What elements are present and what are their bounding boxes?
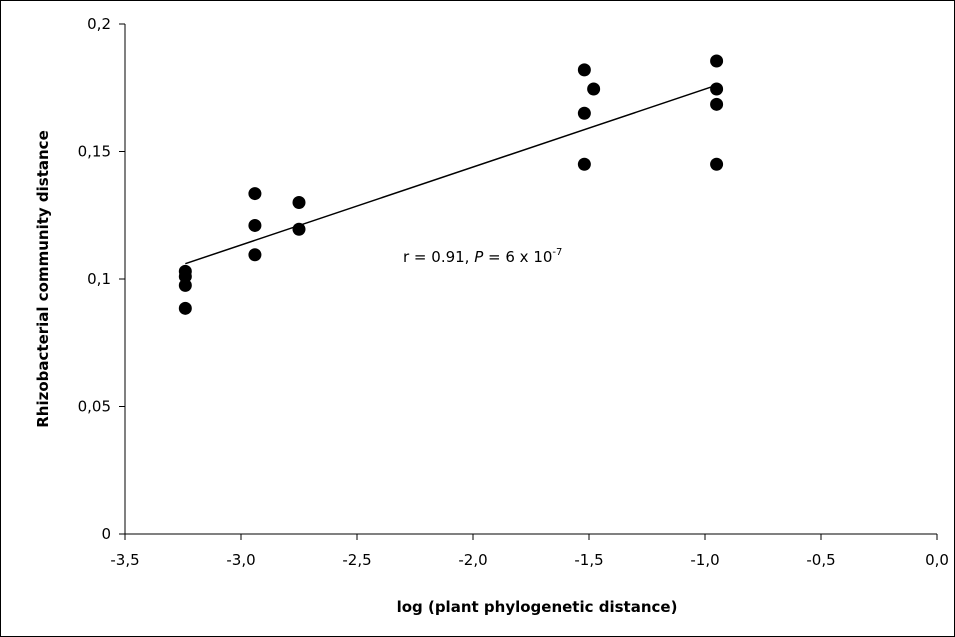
trendline — [185, 84, 717, 265]
data-point — [248, 218, 262, 232]
y-tick-label: 0 — [101, 525, 111, 543]
x-tick-label: -3,0 — [226, 551, 255, 569]
axes: 0 0,05 0,1 0,15 0,2 -3,5 -3,0 -2,5 -2,0 -1,5 -1,0 -… — [78, 15, 949, 569]
annotation-prefix: r = 0.91, — [403, 248, 474, 266]
data-point — [587, 82, 601, 96]
data-point — [248, 248, 262, 262]
correlation-annotation: r = 0.91, P = 6 x 10-7 — [403, 247, 562, 266]
y-tick-label: 0,05 — [78, 398, 111, 416]
y-tick-label: 0,2 — [87, 15, 111, 33]
annotation-p: P — [474, 248, 484, 266]
annotation-exponent: -7 — [552, 247, 562, 258]
y-tick-label: 0,15 — [78, 143, 111, 161]
points-group — [178, 54, 724, 315]
data-point — [577, 106, 591, 120]
data-point — [577, 157, 591, 171]
trendline-group — [185, 84, 717, 265]
x-tick-label: 0,0 — [925, 551, 949, 569]
data-point — [178, 301, 192, 315]
data-point — [710, 82, 724, 96]
data-point — [292, 196, 306, 209]
x-tick-label: -1,5 — [574, 551, 603, 569]
data-point — [710, 97, 724, 111]
y-axis-label: Rhizobacterial community distance — [34, 130, 52, 428]
labels-group: log (plant phylogenetic distance) Rhizob… — [34, 130, 677, 616]
annotation-mid: = 6 x 10 — [483, 248, 552, 266]
data-point — [178, 269, 192, 283]
data-point — [710, 157, 724, 171]
x-tick-label: -0,5 — [806, 551, 835, 569]
data-point — [710, 54, 724, 68]
x-tick-label: -3,5 — [110, 551, 139, 569]
y-tick-label: 0,1 — [87, 270, 111, 288]
data-point — [248, 187, 262, 201]
data-point — [577, 63, 591, 77]
x-tick-label: -2,5 — [342, 551, 371, 569]
x-tick-label: -1,0 — [690, 551, 719, 569]
data-point — [292, 222, 306, 236]
data-point — [178, 278, 192, 292]
x-tick-label: -2,0 — [458, 551, 487, 569]
x-axis-label: log (plant phylogenetic distance) — [397, 598, 678, 616]
